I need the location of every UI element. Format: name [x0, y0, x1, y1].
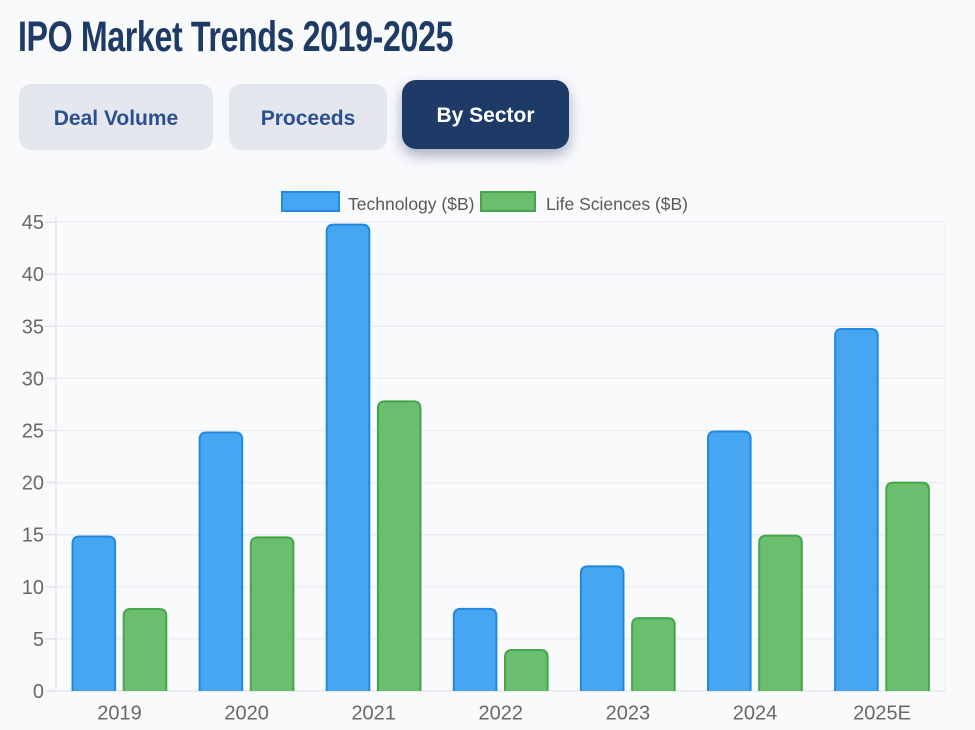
svg-text:Life Sciences ($B): Life Sciences ($B): [546, 194, 688, 214]
svg-text:2024: 2024: [733, 703, 778, 725]
svg-text:2025E: 2025E: [853, 703, 911, 725]
svg-text:20: 20: [22, 473, 44, 495]
svg-text:2021: 2021: [351, 703, 396, 725]
svg-text:30: 30: [22, 368, 44, 390]
svg-text:0: 0: [33, 681, 44, 703]
svg-text:2022: 2022: [479, 703, 524, 725]
svg-text:45: 45: [22, 212, 44, 234]
svg-text:25: 25: [22, 421, 44, 443]
svg-text:15: 15: [22, 525, 44, 547]
svg-text:2020: 2020: [224, 703, 269, 725]
svg-text:2019: 2019: [97, 703, 142, 725]
svg-text:2023: 2023: [606, 703, 651, 725]
svg-text:35: 35: [22, 316, 44, 338]
svg-text:Technology ($B): Technology ($B): [348, 194, 474, 214]
svg-text:40: 40: [22, 264, 44, 286]
svg-text:5: 5: [33, 629, 44, 651]
svg-text:10: 10: [22, 577, 44, 599]
